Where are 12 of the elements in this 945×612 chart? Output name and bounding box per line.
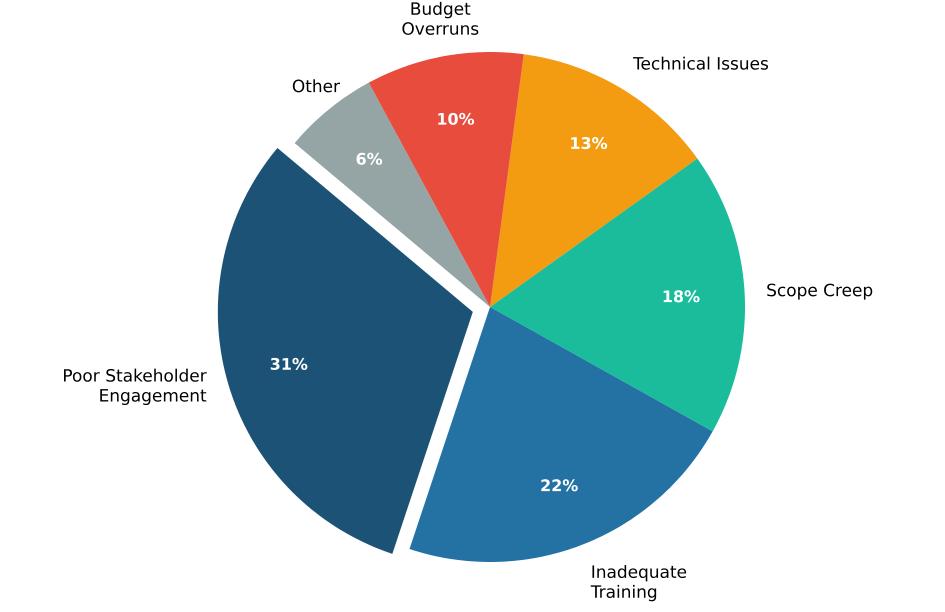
data-label: 6% (356, 152, 382, 165)
data-label: 10% (438, 112, 474, 125)
slice-label: Scope Creep (767, 284, 872, 300)
data-label: 18% (664, 290, 700, 302)
slice-label: Technical Issues (633, 56, 768, 70)
data-label: 13% (571, 137, 608, 150)
slice-label: Budget Overruns (402, 2, 478, 35)
slice-label: Poor Stakeholder Engagement (64, 368, 207, 405)
data-label: 31% (270, 358, 308, 370)
data-label: 22% (541, 479, 578, 492)
slice-label: Inadequate Training (590, 564, 686, 602)
slice-label: Other (292, 79, 340, 92)
